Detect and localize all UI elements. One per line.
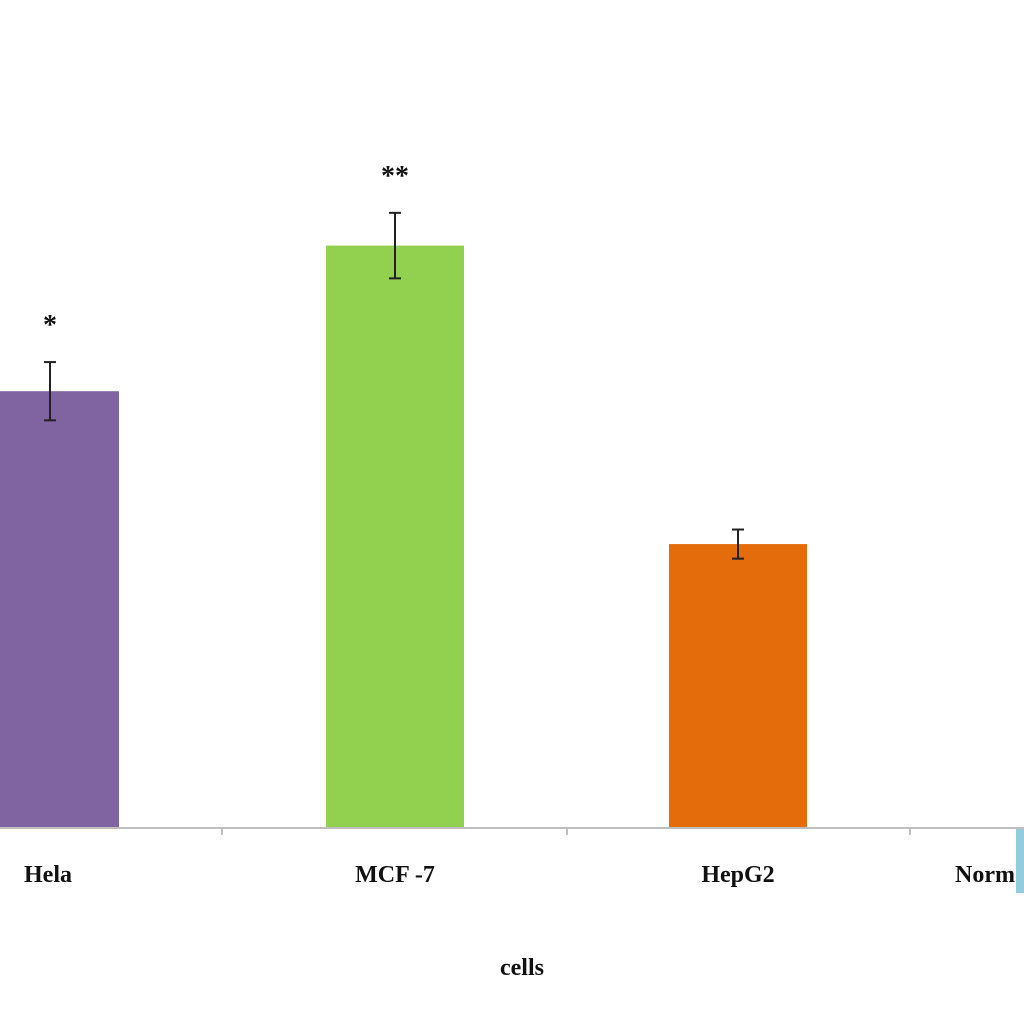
x-tick-label-hepg2: HepG2	[701, 862, 774, 888]
x-tick-labels-group: Hela MCF -7 HepG2 Norm	[24, 862, 1015, 888]
error-bars-group	[44, 211, 744, 560]
significance-label-mcf-7: **	[381, 161, 409, 192]
bar-hepg2	[669, 544, 807, 828]
x-tick-label-mcf-7: MCF -7	[355, 862, 435, 888]
error-bar-mcf-7	[389, 211, 401, 280]
bar-mcf-7	[326, 245, 464, 829]
x-tick-label-norm: Norm	[955, 862, 1015, 888]
bar-hela	[0, 391, 119, 828]
bars-group	[0, 245, 1024, 893]
significance-label-hela: *	[43, 310, 57, 341]
error-bar-hela	[44, 361, 56, 422]
x-tick-label-hela: Hela	[24, 862, 72, 888]
x-axis-ticks-group	[221, 828, 911, 835]
significance-labels-group: ***	[43, 161, 409, 341]
x-axis-title: cells	[500, 955, 544, 981]
bar-norm	[1016, 828, 1024, 893]
error-bar-hepg2	[732, 528, 744, 560]
